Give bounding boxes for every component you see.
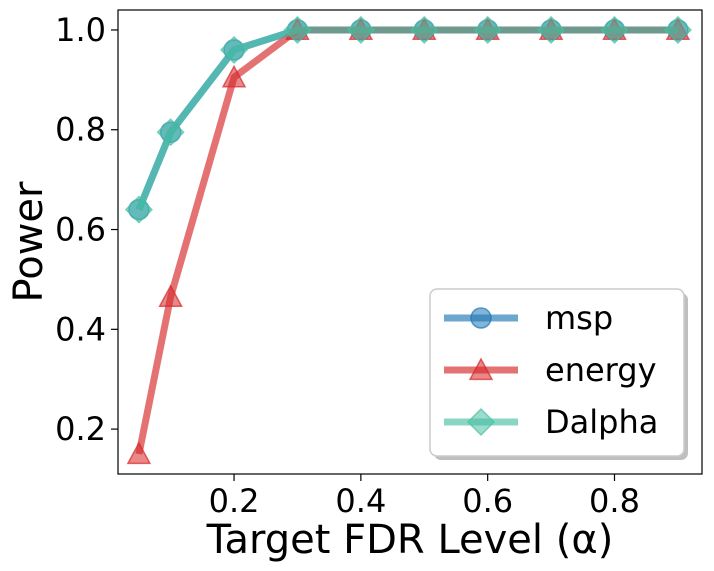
y-tick-label: 0.6 (55, 211, 106, 249)
x-tick-label: 0.2 (209, 482, 260, 520)
series-line-Dalpha (135, 26, 678, 211)
data-point-Dalpha (124, 195, 153, 224)
data-point-Dalpha (473, 15, 502, 45)
y-tick-label: 0.4 (55, 310, 106, 348)
data-point-energy (221, 64, 247, 88)
y-tick-label: 0.8 (55, 111, 106, 149)
legend-item-energy: energy (444, 351, 657, 389)
x-tick-label: 0.8 (589, 482, 640, 520)
series-layer (124, 15, 692, 465)
data-point-Dalpha (219, 35, 249, 64)
data-point-Dalpha (283, 15, 312, 45)
y-axis: 0.2 0.4 0.6 0.8 1.0 (55, 11, 118, 448)
legend-label: msp (545, 299, 613, 337)
y-axis-label: Power (6, 181, 52, 302)
y-tick-label: 0.2 (55, 410, 106, 448)
x-axis-label: Target FDR Level (α) (206, 517, 614, 563)
legend-item-msp: msp (444, 299, 613, 337)
y-tick-label: 1.0 (55, 11, 106, 49)
legend: msp energy Dalpha (429, 288, 688, 460)
legend-marker (468, 357, 494, 381)
legend-marker (470, 307, 492, 329)
data-point-Dalpha (156, 118, 185, 147)
data-point-Dalpha (346, 15, 375, 45)
x-tick-label: 0.4 (335, 482, 386, 520)
legend-item-Dalpha: Dalpha (444, 403, 658, 441)
legend-label: Dalpha (545, 403, 658, 441)
data-point-Dalpha (663, 15, 692, 45)
legend-marker (466, 407, 496, 437)
data-point-Dalpha (600, 15, 629, 45)
x-axis: 0.2 0.4 0.6 0.8 (209, 474, 640, 520)
data-point-Dalpha (410, 15, 439, 45)
data-point-energy (158, 284, 183, 307)
legend-label: energy (545, 351, 657, 389)
data-point-Dalpha (537, 15, 566, 45)
data-point-energy (126, 441, 152, 465)
legend-box (429, 288, 685, 457)
x-tick-label: 0.6 (462, 482, 513, 520)
series-Dalpha (124, 15, 692, 224)
